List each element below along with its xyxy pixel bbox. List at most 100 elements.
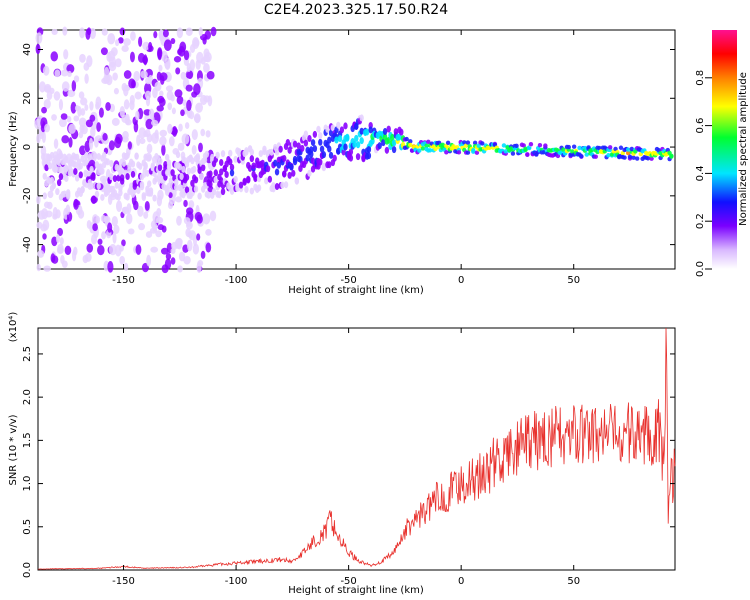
spectrogram-mark xyxy=(381,139,386,147)
spectrogram-mark xyxy=(138,36,143,47)
spectrogram-mark xyxy=(51,28,58,36)
spectrogram-mark xyxy=(258,150,264,158)
snr-x-tick-label: -50 xyxy=(340,576,356,587)
spectrogram-mark xyxy=(503,149,508,154)
spectrogram-mark xyxy=(160,247,169,255)
spectrogram-mark xyxy=(649,156,654,161)
spectrogram-mark xyxy=(125,213,133,225)
spectrogram-mark xyxy=(175,67,181,75)
spectrogram-mark xyxy=(40,145,47,157)
spectrogram-y-tick-label: 20 xyxy=(22,92,33,105)
spectrogram-mark xyxy=(444,150,449,155)
spectrogram-mark xyxy=(348,148,354,156)
spectrogram-mark xyxy=(41,208,49,220)
spectrogram-mark xyxy=(113,87,119,95)
spectrogram-mark xyxy=(98,107,104,118)
spectrogram-mark xyxy=(112,175,118,183)
spectrogram-mark xyxy=(121,159,127,167)
spectrogram-mark xyxy=(166,163,172,171)
spectrogram-mark xyxy=(339,126,345,134)
spectrogram-mark xyxy=(95,135,102,142)
snr-x-tick-label: 50 xyxy=(567,576,580,587)
spectrogram-mark xyxy=(185,207,194,215)
spectrogram-mark xyxy=(247,164,253,172)
spectrogram-mark xyxy=(271,182,276,190)
spectrogram-mark xyxy=(318,132,323,140)
spectrogram-mark xyxy=(107,222,113,233)
spectrogram-mark xyxy=(51,182,56,190)
spectrogram-mark xyxy=(192,165,197,173)
spectrogram-mark xyxy=(139,181,145,189)
spectrogram-mark xyxy=(100,167,105,175)
spectrogram-mark xyxy=(327,136,332,144)
snr-y-label: SNR (10 * v/v) xyxy=(8,414,19,485)
spectrogram-mark xyxy=(84,140,91,153)
spectrogram-mark xyxy=(280,181,285,189)
spectrogram-mark xyxy=(64,245,72,256)
spectrogram-mark xyxy=(73,246,78,256)
spectrogram-mark xyxy=(220,150,226,158)
spectrogram-mark xyxy=(97,244,105,256)
spectrogram-mark xyxy=(345,133,350,141)
spectrogram-mark xyxy=(196,233,201,241)
spectrogram-mark xyxy=(501,143,507,148)
spectrogram-mark xyxy=(144,200,150,211)
spectrogram-mark xyxy=(67,89,76,98)
spectrogram-mark xyxy=(79,53,86,63)
spectrogram-mark xyxy=(355,153,361,161)
spectrogram-mark xyxy=(114,39,120,47)
spectrogram-mark xyxy=(53,164,58,172)
spectrogram-mark xyxy=(179,173,184,181)
spectrogram-mark xyxy=(199,173,204,181)
spectrogram-mark xyxy=(116,200,123,213)
spectrogram-mark xyxy=(233,155,238,163)
spectrogram-mark xyxy=(88,137,94,150)
spectrogram-mark xyxy=(165,153,170,161)
spectrogram-mark xyxy=(167,102,173,111)
spectrogram-mark xyxy=(136,187,141,195)
spectrogram-mark xyxy=(171,107,176,115)
spectrogram-mark xyxy=(54,69,61,78)
spectrogram-mark xyxy=(204,150,210,158)
spectrogram-mark xyxy=(121,206,127,214)
spectrogram-mark xyxy=(53,138,59,149)
spectrogram-mark xyxy=(391,146,397,154)
colorbar-tick-label: 0.0 xyxy=(695,261,706,277)
spectrogram-mark xyxy=(143,161,148,169)
spectrogram-mark xyxy=(109,159,114,167)
spectrogram-mark xyxy=(108,61,117,72)
spectrogram-mark xyxy=(171,241,178,250)
spectrogram-mark xyxy=(56,179,62,187)
spectrogram-mark xyxy=(163,39,172,51)
spectrogram-mark xyxy=(584,152,589,157)
spectrogram-mark xyxy=(328,129,334,137)
spectrogram-mark xyxy=(170,169,175,177)
spectrogram-mark xyxy=(176,215,182,226)
spectrogram-mark xyxy=(399,128,404,136)
spectrogram-mark xyxy=(229,187,235,195)
spectrogram-mark xyxy=(177,48,182,55)
spectrogram-mark xyxy=(183,50,190,61)
spectrogram-y-tick-label: 0 xyxy=(22,144,33,150)
spectrogram-mark xyxy=(669,154,674,159)
spectrogram-mark xyxy=(101,178,107,186)
spectrogram-mark xyxy=(321,162,327,170)
spectrogram-mark xyxy=(155,230,162,238)
spectrogram-mark xyxy=(80,185,85,193)
spectrogram-mark xyxy=(193,83,201,96)
colorbar-tick-label: 0.2 xyxy=(695,213,706,229)
spectrogram-mark xyxy=(157,47,163,60)
spectrogram-mark xyxy=(108,244,117,256)
spectrogram-mark xyxy=(186,63,192,73)
spectrogram-mark xyxy=(510,151,516,156)
spectrogram-mark xyxy=(130,170,136,178)
snr-series-line xyxy=(37,327,676,570)
colorbar-gradient xyxy=(712,30,737,269)
colorbar-tick-label: 0.4 xyxy=(695,165,706,181)
spectrogram-mark xyxy=(366,152,372,160)
spectrogram-mark xyxy=(319,145,325,153)
snr-y-ticks: 0.0 0.5 1.0 1.5 2.0 2.5 xyxy=(22,346,675,578)
snr-x-label: Height of straight line (km) xyxy=(288,585,424,596)
spectrogram-mark xyxy=(188,192,193,200)
spectrogram-mark xyxy=(391,139,397,147)
